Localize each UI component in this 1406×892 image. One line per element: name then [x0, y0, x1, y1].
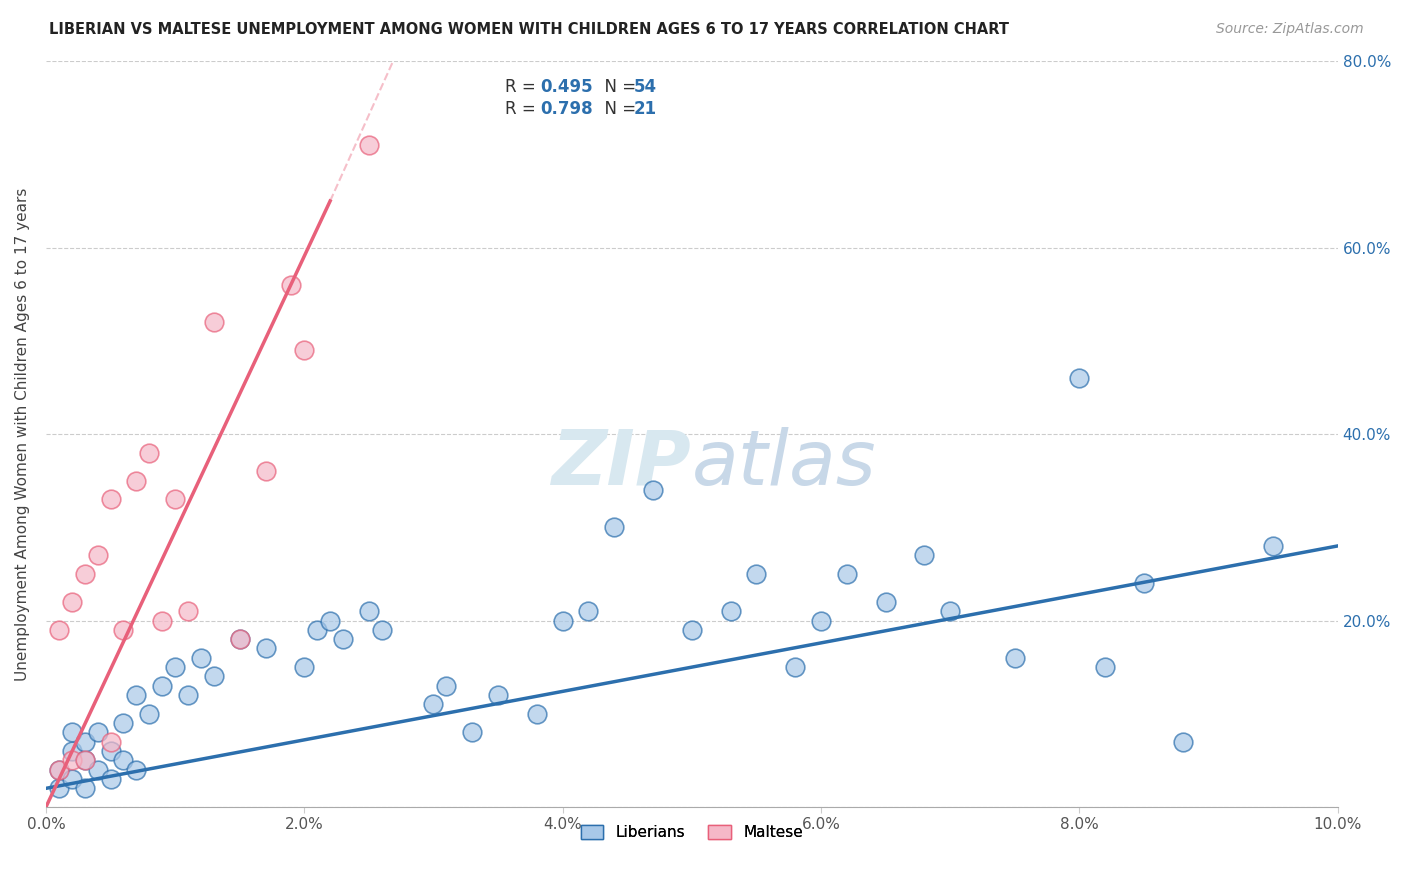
Point — [720, 604, 742, 618]
Point — [125, 763, 148, 777]
Point — [292, 343, 315, 358]
Point — [100, 492, 122, 507]
Point — [526, 706, 548, 721]
Point — [603, 520, 626, 534]
Point — [177, 688, 200, 702]
Point — [1261, 539, 1284, 553]
Text: 0.495: 0.495 — [541, 78, 593, 95]
Point — [319, 614, 342, 628]
Point — [125, 688, 148, 702]
Text: N =: N = — [593, 78, 641, 95]
Point — [112, 716, 135, 731]
Point — [912, 548, 935, 562]
Point — [745, 566, 768, 581]
Point — [785, 660, 807, 674]
Point — [73, 753, 96, 767]
Point — [60, 595, 83, 609]
Point — [125, 474, 148, 488]
Point — [150, 679, 173, 693]
Point — [461, 725, 484, 739]
Point — [486, 688, 509, 702]
Point — [48, 763, 70, 777]
Point — [228, 632, 250, 647]
Point — [1069, 371, 1091, 385]
Text: R =: R = — [505, 78, 540, 95]
Point — [1171, 735, 1194, 749]
Point — [254, 641, 277, 656]
Text: 21: 21 — [634, 100, 657, 118]
Point — [138, 706, 160, 721]
Point — [138, 446, 160, 460]
Point — [86, 725, 108, 739]
Text: N =: N = — [593, 100, 641, 118]
Point — [835, 566, 858, 581]
Text: R =: R = — [505, 100, 540, 118]
Point — [357, 604, 380, 618]
Point — [165, 492, 187, 507]
Point — [1133, 576, 1156, 591]
Point — [875, 595, 897, 609]
Point — [202, 315, 225, 329]
Text: 0.798: 0.798 — [541, 100, 593, 118]
Point — [641, 483, 664, 497]
Point — [434, 679, 457, 693]
Point — [73, 781, 96, 796]
Point — [48, 623, 70, 637]
Point — [165, 660, 187, 674]
Point — [332, 632, 354, 647]
Point — [371, 623, 394, 637]
Point — [681, 623, 703, 637]
Point — [292, 660, 315, 674]
Point — [551, 614, 574, 628]
Point — [202, 669, 225, 683]
Point — [73, 753, 96, 767]
Point — [60, 772, 83, 786]
Point — [280, 277, 302, 292]
Point — [86, 548, 108, 562]
Point — [422, 698, 444, 712]
Point — [60, 753, 83, 767]
Text: atlas: atlas — [692, 427, 876, 501]
Point — [1004, 650, 1026, 665]
Point — [73, 566, 96, 581]
Point — [190, 650, 212, 665]
Point — [228, 632, 250, 647]
Point — [73, 735, 96, 749]
Point — [1094, 660, 1116, 674]
Point — [48, 763, 70, 777]
Point — [60, 744, 83, 758]
Point — [60, 725, 83, 739]
Point — [254, 464, 277, 478]
Text: Source: ZipAtlas.com: Source: ZipAtlas.com — [1216, 22, 1364, 37]
Legend: Liberians, Maltese: Liberians, Maltese — [572, 817, 811, 847]
Point — [48, 781, 70, 796]
Text: LIBERIAN VS MALTESE UNEMPLOYMENT AMONG WOMEN WITH CHILDREN AGES 6 TO 17 YEARS CO: LIBERIAN VS MALTESE UNEMPLOYMENT AMONG W… — [49, 22, 1010, 37]
Point — [578, 604, 600, 618]
Point — [112, 753, 135, 767]
Point — [307, 623, 329, 637]
Point — [177, 604, 200, 618]
Point — [100, 772, 122, 786]
Point — [100, 735, 122, 749]
Point — [357, 138, 380, 153]
Point — [810, 614, 832, 628]
Point — [86, 763, 108, 777]
Point — [100, 744, 122, 758]
Y-axis label: Unemployment Among Women with Children Ages 6 to 17 years: Unemployment Among Women with Children A… — [15, 187, 30, 681]
Point — [112, 623, 135, 637]
Point — [939, 604, 962, 618]
Point — [150, 614, 173, 628]
Text: 54: 54 — [634, 78, 657, 95]
Text: ZIP: ZIP — [553, 427, 692, 501]
